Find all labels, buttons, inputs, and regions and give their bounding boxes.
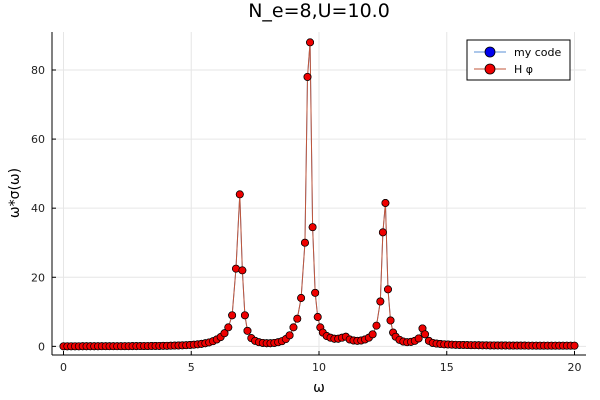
- data-point: [386, 316, 395, 325]
- y-tick-label: 60: [31, 133, 45, 146]
- data-point: [301, 238, 309, 247]
- data-point: [297, 294, 306, 302]
- legend-box: [466, 39, 571, 81]
- legend-label-h-phi: H φ: [514, 63, 533, 76]
- legend-label-my-code: my code: [514, 46, 561, 59]
- y-tick-label: 40: [31, 202, 45, 215]
- data-point: [243, 326, 252, 335]
- y-tick-label: 20: [31, 271, 45, 284]
- data-point: [414, 334, 423, 343]
- data-point: [381, 199, 390, 207]
- x-tick-label: 20: [568, 361, 582, 374]
- y-tick-label: 80: [31, 64, 45, 77]
- data-point: [220, 329, 229, 338]
- data-point: [372, 321, 381, 330]
- y-tick-label: 0: [38, 340, 45, 353]
- series-h-phi: [59, 38, 579, 351]
- legend: my code H φ: [466, 39, 571, 81]
- data-point: [306, 38, 315, 47]
- x-axis-label: ω: [313, 380, 325, 396]
- data-point: [238, 266, 247, 275]
- data-point: [368, 330, 377, 339]
- legend-marker-my-code: [484, 46, 496, 58]
- x-tick-label: 15: [440, 361, 454, 374]
- data-point: [240, 311, 249, 320]
- axis-ticks: 0 5 10 15 20 0 20 40 60 80: [31, 64, 582, 374]
- data-point: [303, 72, 312, 81]
- data-point: [311, 288, 320, 297]
- data-point: [376, 297, 385, 306]
- data-point: [232, 264, 240, 273]
- series-layer: [59, 38, 579, 351]
- data-point: [285, 331, 294, 340]
- chart-title: N_e=8,U=10.0: [248, 0, 390, 22]
- data-point: [313, 313, 322, 321]
- data-point: [293, 314, 302, 323]
- y-axis-label: ω*σ(ω): [7, 168, 23, 218]
- data-point: [378, 228, 387, 237]
- data-point: [384, 285, 392, 294]
- x-tick-label: 10: [312, 361, 326, 374]
- x-tick-label: 0: [60, 361, 67, 374]
- data-point: [224, 323, 233, 332]
- legend-marker-h-phi: [484, 63, 496, 75]
- data-point: [228, 311, 237, 320]
- data-point: [235, 190, 244, 199]
- x-tick-label: 5: [188, 361, 195, 374]
- data-point: [570, 341, 579, 350]
- data-point: [289, 323, 298, 332]
- data-point: [421, 330, 429, 339]
- data-point: [308, 223, 317, 232]
